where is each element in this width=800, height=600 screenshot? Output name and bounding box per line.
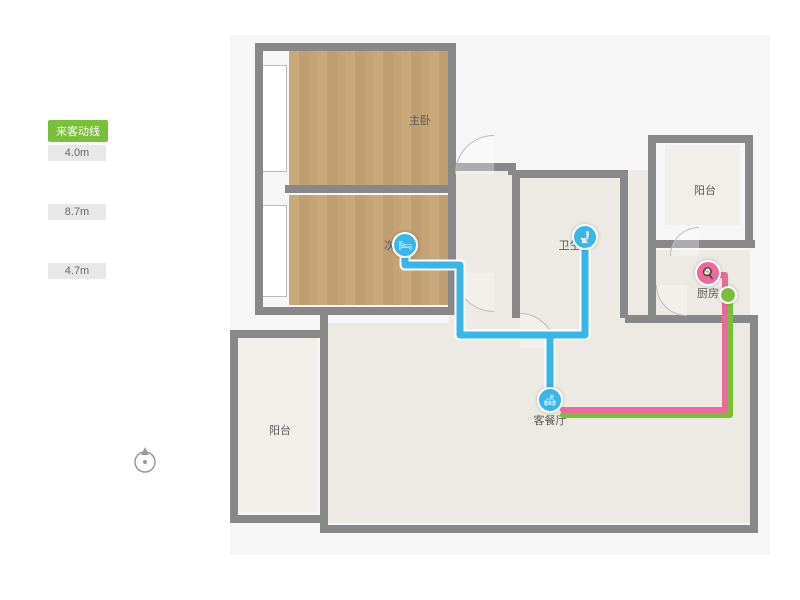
- room-label-balcony-left: 阳台: [269, 422, 291, 438]
- window-master: [260, 65, 287, 172]
- legend-label: 居住动线: [48, 179, 108, 201]
- room-label-master: 主卧: [409, 112, 431, 128]
- node-pot-icon: 🍳: [695, 260, 721, 286]
- node-bed-icon: 🛏: [392, 232, 418, 258]
- door-arc: [455, 135, 494, 174]
- room-label-balcony-top: 阳台: [694, 182, 716, 198]
- legend-value: 4.0m: [48, 145, 106, 161]
- legend-value: 8.7m: [48, 204, 106, 220]
- room-label-kitchen: 厨房: [697, 285, 719, 301]
- door-arc: [670, 227, 699, 256]
- compass-icon: [130, 445, 160, 475]
- window-second: [260, 205, 287, 297]
- legend-item-living: 居住动线 8.7m: [48, 179, 108, 220]
- legend: 来客动线 4.0m 居住动线 8.7m 家务动线 4.7m: [48, 120, 108, 297]
- room-second-bedroom: [289, 195, 449, 305]
- legend-label: 家务动线: [48, 238, 108, 260]
- legend-item-visitor: 来客动线 4.0m: [48, 120, 108, 161]
- node-entry-icon: [719, 286, 737, 304]
- node-sofa-icon: 🛋: [537, 387, 563, 413]
- legend-label: 来客动线: [48, 120, 108, 142]
- floor-plan: 主卧 次卧 卫生间 厨房 阳台 阳台 客餐厅 🛏 🚽 🛋 🍳: [230, 35, 770, 555]
- legend-value: 4.7m: [48, 263, 106, 279]
- node-toilet-icon: 🚽: [572, 224, 598, 250]
- room-label-living: 客餐厅: [534, 412, 567, 428]
- legend-item-housework: 家务动线 4.7m: [48, 238, 108, 279]
